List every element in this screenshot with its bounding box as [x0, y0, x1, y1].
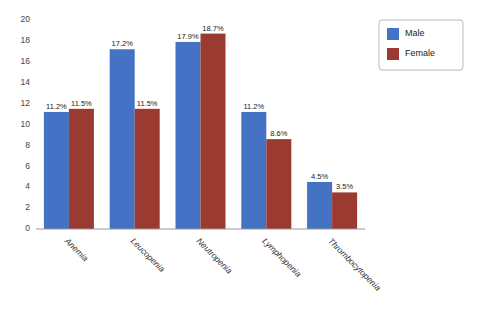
y-axis: 0 2 4 6 8 10 12 14 16 18 20 — [21, 14, 31, 233]
y-tick-label: 8 — [25, 140, 30, 150]
x-tick-label: Anemia — [62, 235, 90, 263]
y-tick-label: 14 — [21, 77, 31, 87]
bar — [44, 112, 69, 229]
bar — [307, 182, 332, 229]
bar — [110, 49, 135, 229]
data-label: 11.2% — [243, 102, 264, 111]
y-tick-label: 6 — [25, 161, 30, 171]
y-tick-label: 10 — [21, 119, 31, 129]
y-tick-label: 4 — [25, 181, 30, 191]
x-tick-label: Thrombocytopenia — [326, 236, 383, 293]
x-axis-line — [36, 229, 365, 230]
x-axis: Anemia Leucopenia Neutropenia Lymphopenia Th… — [62, 235, 383, 293]
bar — [241, 112, 266, 229]
bar — [69, 109, 94, 229]
legend-swatch — [387, 28, 399, 40]
bar — [266, 139, 291, 229]
legend-swatch — [387, 48, 399, 60]
y-tick-label: 18 — [21, 35, 31, 45]
data-label: 8.6% — [270, 129, 287, 138]
legend-label: Female — [405, 48, 435, 58]
bar — [332, 192, 357, 229]
data-labels: 11.2% 17.2% 17.9% 11.2% 4.5% 11.5% 11.5% 18.7% 8… — [46, 24, 353, 192]
legend-frame — [379, 20, 463, 70]
y-tick-label: 12 — [21, 98, 31, 108]
x-tick-label: Leucopenia — [129, 236, 167, 274]
bars — [44, 34, 357, 229]
data-label: 18.7% — [202, 24, 224, 33]
bar — [201, 34, 226, 229]
chart-container: 0 2 4 6 8 10 12 14 16 18 20 11.2% 17.2% 17.9% 11.2% 4.5… — [0, 0, 500, 319]
bar — [175, 42, 200, 229]
data-label: 17.9% — [177, 32, 199, 41]
data-label: 11.5% — [137, 99, 158, 108]
data-label: 3.5% — [336, 182, 353, 191]
chart: 0 2 4 6 8 10 12 14 16 18 20 11.2% 17.2% 17.9% 11.2% 4.5… — [0, 0, 500, 319]
data-label: 4.5% — [311, 172, 328, 181]
legend: Male Female — [379, 20, 463, 70]
y-tick-label: 20 — [21, 14, 31, 24]
data-label: 17.2% — [112, 39, 134, 48]
y-tick-label: 16 — [21, 56, 31, 66]
data-label: 11.2% — [46, 102, 67, 111]
bar — [135, 109, 160, 229]
data-label: 11.5% — [71, 99, 92, 108]
y-tick-label: 2 — [25, 202, 30, 212]
legend-label: Male — [405, 28, 425, 38]
x-tick-label: Lymphopenia — [260, 236, 303, 279]
y-tick-label: 0 — [25, 223, 30, 233]
x-tick-label: Neutropenia — [195, 236, 235, 276]
